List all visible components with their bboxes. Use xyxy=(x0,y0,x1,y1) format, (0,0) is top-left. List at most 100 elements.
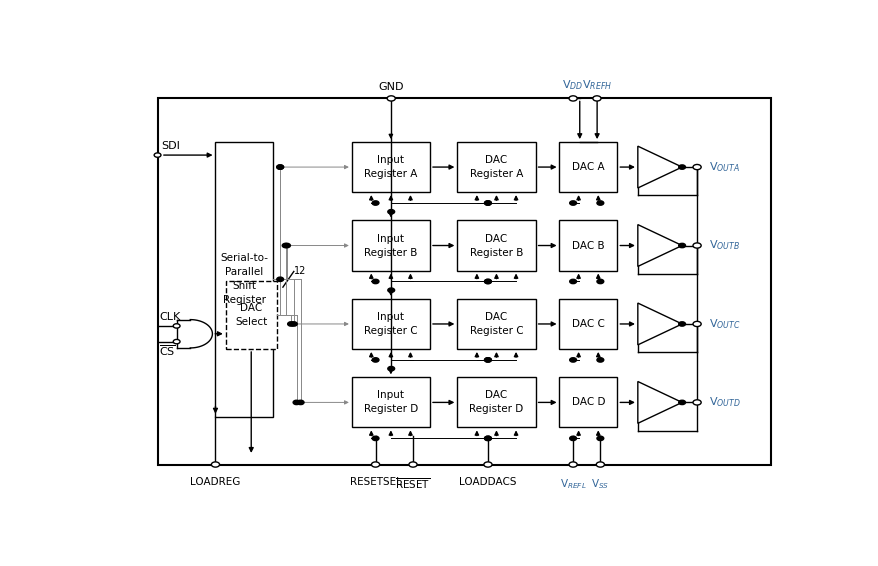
Circle shape xyxy=(484,358,491,362)
Text: V$_{OUTC}$: V$_{OUTC}$ xyxy=(709,317,740,331)
Circle shape xyxy=(596,201,603,205)
Circle shape xyxy=(292,400,299,405)
Text: SDI: SDI xyxy=(161,141,180,151)
Circle shape xyxy=(484,436,491,440)
FancyBboxPatch shape xyxy=(457,142,535,192)
Circle shape xyxy=(277,165,284,169)
Polygon shape xyxy=(637,225,681,267)
Circle shape xyxy=(484,201,491,205)
Text: LOADDACS: LOADDACS xyxy=(458,477,516,487)
Text: DAC
Register B: DAC Register B xyxy=(469,234,522,258)
Text: GND: GND xyxy=(378,82,404,92)
Circle shape xyxy=(290,322,297,326)
Circle shape xyxy=(484,358,491,362)
Text: Input
Register D: Input Register D xyxy=(363,391,418,414)
Text: DAC
Register D: DAC Register D xyxy=(469,391,523,414)
Text: Input
Register C: Input Register C xyxy=(363,312,417,336)
Text: RESETSEL: RESETSEL xyxy=(349,477,401,487)
FancyBboxPatch shape xyxy=(457,299,535,349)
Text: Input
Register B: Input Register B xyxy=(363,234,417,258)
Text: V$_{REFH}$: V$_{REFH}$ xyxy=(581,78,611,92)
Circle shape xyxy=(692,243,701,248)
FancyBboxPatch shape xyxy=(559,378,616,427)
Circle shape xyxy=(371,279,378,284)
Circle shape xyxy=(386,96,395,101)
FancyBboxPatch shape xyxy=(351,142,429,192)
Circle shape xyxy=(154,153,161,157)
Text: DAC
Select: DAC Select xyxy=(234,303,267,327)
FancyBboxPatch shape xyxy=(157,98,770,465)
Polygon shape xyxy=(637,146,681,188)
Circle shape xyxy=(277,277,284,281)
Circle shape xyxy=(211,462,220,467)
FancyBboxPatch shape xyxy=(559,142,616,192)
Text: Serial-to-
Parallel
Shift
Register: Serial-to- Parallel Shift Register xyxy=(220,254,268,305)
Circle shape xyxy=(484,201,491,205)
Circle shape xyxy=(371,201,378,205)
Circle shape xyxy=(484,279,491,284)
Text: DAC
Register A: DAC Register A xyxy=(469,155,522,179)
Circle shape xyxy=(282,243,289,248)
FancyBboxPatch shape xyxy=(351,220,429,271)
Circle shape xyxy=(408,462,417,467)
Circle shape xyxy=(596,279,603,284)
Text: 12: 12 xyxy=(293,266,306,276)
Polygon shape xyxy=(637,381,681,423)
Text: DAC
Register C: DAC Register C xyxy=(469,312,522,336)
Polygon shape xyxy=(637,303,681,345)
Circle shape xyxy=(568,96,577,101)
Circle shape xyxy=(568,462,577,467)
FancyBboxPatch shape xyxy=(351,378,429,427)
Circle shape xyxy=(287,322,294,326)
Circle shape xyxy=(692,400,701,405)
Circle shape xyxy=(678,400,685,405)
Circle shape xyxy=(692,321,701,327)
Text: DAC C: DAC C xyxy=(572,319,604,329)
Circle shape xyxy=(484,279,491,284)
Circle shape xyxy=(371,462,379,467)
Circle shape xyxy=(297,400,304,405)
Text: V$_{OUTA}$: V$_{OUTA}$ xyxy=(709,160,739,174)
Text: V$_{OUTD}$: V$_{OUTD}$ xyxy=(709,396,740,409)
FancyBboxPatch shape xyxy=(226,281,277,349)
Circle shape xyxy=(596,358,603,362)
Text: $\overline{\mathrm{RESET}}$: $\overline{\mathrm{RESET}}$ xyxy=(395,477,430,491)
Text: V$_{OUTB}$: V$_{OUTB}$ xyxy=(709,239,739,252)
Circle shape xyxy=(678,165,685,169)
FancyBboxPatch shape xyxy=(559,220,616,271)
Circle shape xyxy=(483,462,492,467)
Circle shape xyxy=(387,209,394,214)
Text: DAC D: DAC D xyxy=(571,397,604,408)
Text: V$_{SS}$: V$_{SS}$ xyxy=(591,477,608,491)
FancyBboxPatch shape xyxy=(559,299,616,349)
Circle shape xyxy=(569,358,576,362)
Circle shape xyxy=(173,324,180,328)
FancyBboxPatch shape xyxy=(351,299,429,349)
Circle shape xyxy=(284,243,290,248)
Circle shape xyxy=(596,436,603,440)
Text: V$_{DD}$: V$_{DD}$ xyxy=(562,78,583,92)
Circle shape xyxy=(569,201,576,205)
Circle shape xyxy=(595,462,604,467)
Circle shape xyxy=(277,165,284,169)
Circle shape xyxy=(692,165,701,170)
Text: Input
Register A: Input Register A xyxy=(363,155,417,179)
FancyBboxPatch shape xyxy=(457,220,535,271)
Circle shape xyxy=(484,436,491,440)
Circle shape xyxy=(371,436,378,440)
Text: LOADREG: LOADREG xyxy=(190,477,241,487)
Text: DAC A: DAC A xyxy=(572,162,604,172)
Circle shape xyxy=(173,340,180,344)
Circle shape xyxy=(387,288,394,293)
Circle shape xyxy=(592,96,601,101)
Circle shape xyxy=(387,366,394,371)
FancyBboxPatch shape xyxy=(457,378,535,427)
Text: DAC B: DAC B xyxy=(572,241,604,251)
Circle shape xyxy=(569,436,576,440)
Text: CLK: CLK xyxy=(159,311,180,321)
Text: $\overline{\mathrm{CS}}$: $\overline{\mathrm{CS}}$ xyxy=(159,344,176,358)
Circle shape xyxy=(678,322,685,326)
Circle shape xyxy=(678,243,685,248)
Text: V$_{REFL}$: V$_{REFL}$ xyxy=(559,477,586,491)
Circle shape xyxy=(371,358,378,362)
